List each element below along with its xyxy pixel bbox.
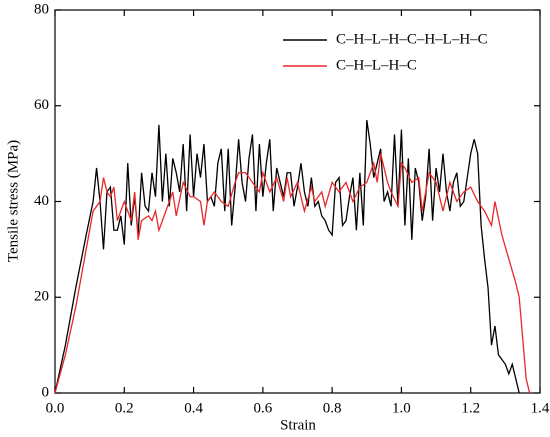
y-axis-label: Tensile stress (MPa)	[5, 140, 21, 262]
x-tick-label: 0.2	[115, 400, 134, 416]
x-tick-label: 0.0	[46, 400, 65, 416]
y-tick-label: 40	[34, 193, 49, 209]
y-tick-label: 0	[42, 384, 50, 400]
legend-label: C–H–L–H–C	[336, 57, 417, 73]
legend-label: C–H–L–H–C–H–L–H–C	[336, 31, 488, 47]
x-tick-label: 0.8	[323, 400, 342, 416]
y-tick-label: 80	[34, 1, 49, 17]
x-tick-label: 1.4	[531, 400, 550, 416]
x-axis-label: Strain	[280, 417, 316, 433]
x-tick-label: 0.4	[184, 400, 203, 416]
series-line	[54, 153, 531, 394]
x-tick-label: 0.6	[253, 400, 272, 416]
plot-frame	[54, 9, 541, 394]
y-tick-label: 20	[34, 289, 49, 305]
x-tick-label: 1.2	[461, 400, 480, 416]
series-line	[54, 120, 520, 394]
y-tick-label: 60	[34, 97, 49, 113]
x-tick-label: 1.0	[392, 400, 411, 416]
